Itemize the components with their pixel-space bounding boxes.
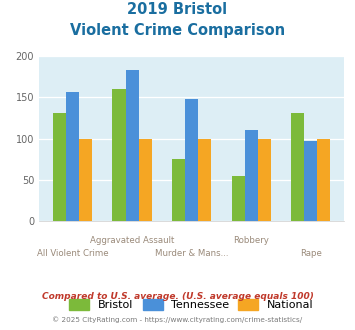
Bar: [172, 159, 185, 221]
Text: Compared to U.S. average. (U.S. average equals 100): Compared to U.S. average. (U.S. average …: [42, 292, 313, 301]
Text: © 2025 CityRating.com - https://www.cityrating.com/crime-statistics/: © 2025 CityRating.com - https://www.city…: [53, 317, 302, 323]
Bar: [66, 91, 79, 221]
Bar: [126, 70, 139, 221]
Bar: [231, 176, 245, 221]
Bar: [79, 139, 92, 221]
Bar: [291, 113, 304, 221]
Text: Aggravated Assault: Aggravated Assault: [90, 236, 174, 245]
Bar: [245, 129, 258, 221]
Text: Rape: Rape: [300, 249, 322, 258]
Bar: [198, 139, 211, 221]
Bar: [317, 139, 331, 221]
Legend: Bristol, Tennessee, National: Bristol, Tennessee, National: [65, 294, 318, 314]
Bar: [113, 89, 126, 221]
Text: All Violent Crime: All Violent Crime: [37, 249, 108, 258]
Bar: [53, 113, 66, 221]
Text: Violent Crime Comparison: Violent Crime Comparison: [70, 23, 285, 38]
Text: Murder & Mans...: Murder & Mans...: [155, 249, 229, 258]
Bar: [258, 139, 271, 221]
Bar: [304, 141, 317, 221]
Bar: [185, 99, 198, 221]
Bar: [139, 139, 152, 221]
Text: Robbery: Robbery: [233, 236, 269, 245]
Text: 2019 Bristol: 2019 Bristol: [127, 2, 228, 16]
